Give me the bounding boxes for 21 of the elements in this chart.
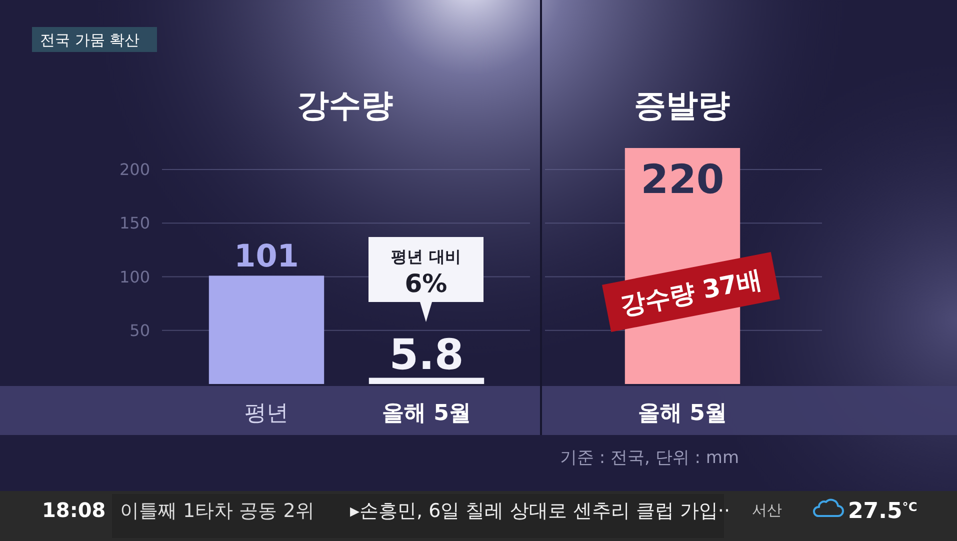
x-tick-label: 올해 5월 [382, 401, 471, 426]
text: 서산 [752, 501, 782, 519]
annotation: 강수량 37배 [618, 264, 764, 320]
chart-title: 증발량 [634, 86, 730, 124]
y-tick-label: 100 [119, 267, 150, 286]
text: ▸손흥민, 6일 칠레 상대로 센추리 클럽 가입·· [350, 500, 730, 522]
annotation: 평년 대비 6% [391, 247, 461, 298]
x-tick-label: 평년 [244, 401, 288, 426]
text: 전국 가뭄 확산 [40, 31, 140, 49]
text: 이틀째 1타차 공동 2위 [120, 500, 314, 522]
y-tick-label: 200 [119, 160, 150, 179]
data-label: 5.8 [389, 330, 464, 379]
text: 18:08 [42, 498, 106, 522]
y-tick-label: 150 [119, 214, 150, 233]
text: 27.5$^{°C}$ [848, 499, 918, 524]
data-label: 101 [234, 238, 299, 275]
y-tick-label: 50 [130, 320, 150, 340]
x-tick-label: 올해 5월 [638, 401, 727, 426]
data-label: 220 [640, 157, 724, 203]
text: 기준 : 전국, 단위 : mm [560, 448, 739, 468]
chart-title: 강수량 [297, 86, 393, 124]
